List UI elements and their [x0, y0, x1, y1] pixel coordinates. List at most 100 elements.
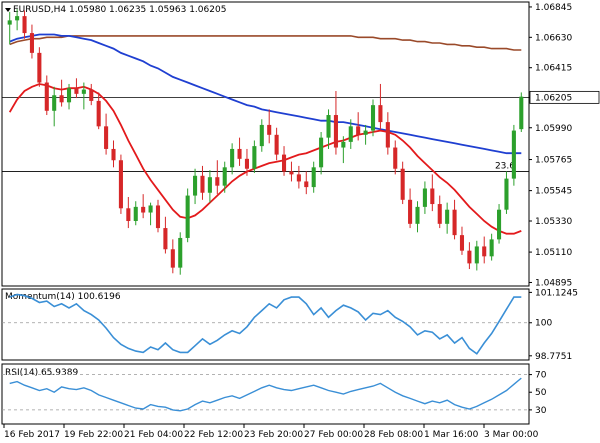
moving-average-lines	[8, 33, 522, 235]
price-axis: 1.06845 1.06630 1.06415 1.06205 1.05990 1.057…	[529, 3, 572, 288]
candle-body	[378, 105, 383, 123]
candle-body	[356, 126, 361, 135]
bear-candle	[141, 194, 146, 219]
candle-body	[66, 88, 72, 103]
candle-body	[311, 167, 316, 188]
candle-body	[319, 137, 324, 168]
bear-candle	[104, 113, 109, 155]
bear-candle	[200, 165, 205, 200]
momentum-tick-label: 100	[535, 319, 552, 329]
bear-candle	[289, 161, 294, 182]
bear-candle	[37, 47, 42, 87]
price-pane	[1, 1, 530, 287]
bear-candle	[385, 112, 390, 155]
bear-candle	[155, 199, 161, 233]
candle-body	[111, 148, 116, 161]
bear-candle	[400, 161, 405, 205]
candle-body	[244, 158, 250, 169]
time-tick-label: 1 Mar 16:00	[424, 430, 479, 440]
candle-body	[185, 195, 190, 238]
bear-candle	[163, 216, 168, 254]
chart-title: EURUSD,H4 1.05980 1.06235 1.05963 1.0620…	[13, 5, 226, 15]
candle-body	[29, 33, 34, 53]
time-tick-label: 3 Mar 00:00	[484, 430, 539, 440]
price-tick-label: 1.05990	[535, 124, 572, 134]
bear-candle	[393, 140, 398, 175]
price-pane-frame	[1, 1, 530, 287]
bear-candle	[237, 137, 242, 166]
time-tick-label: 19 Feb 22:00	[64, 430, 123, 440]
time-tick-label: 16 Feb 2017	[4, 430, 60, 440]
candle-body	[459, 235, 465, 251]
rsi-tick-label: 70	[535, 371, 547, 381]
candle-body	[296, 174, 301, 182]
ma-fast-line	[8, 83, 522, 235]
bull-candle	[319, 131, 324, 175]
bull-candle	[348, 119, 353, 149]
candle-body	[341, 141, 346, 148]
bear-candle	[430, 174, 435, 212]
bull-candle	[207, 170, 212, 203]
candle-body	[126, 208, 131, 222]
rsi-line	[9, 377, 522, 412]
bull-candle	[445, 202, 450, 234]
candle-body	[511, 130, 516, 179]
candle-body	[259, 124, 264, 147]
bear-candle	[170, 239, 175, 274]
candle-body	[200, 175, 205, 193]
bull-candle	[7, 11, 12, 45]
candle-body	[155, 205, 161, 229]
bull-candle	[311, 161, 316, 193]
current-price-label: 1.06205	[535, 93, 572, 103]
bull-candle	[222, 161, 227, 193]
price-tick-label: 1.05110	[535, 248, 572, 258]
time-axis: 16 Feb 2017 19 Feb 22:00 21 Feb 04:00 22 Fe…	[3, 424, 539, 440]
candle-body	[163, 228, 168, 250]
title-bar: EURUSD,H4 1.05980 1.06235 1.05963 1.0620…	[5, 5, 226, 15]
rsi-tick-label: 50	[535, 388, 547, 398]
candle-body	[170, 249, 175, 268]
candle-body	[252, 146, 257, 169]
candle-body	[445, 209, 450, 224]
bear-candle	[89, 83, 94, 106]
bull-candle	[415, 201, 420, 233]
candle-body	[519, 96, 524, 130]
bull-candle	[489, 233, 494, 261]
candle-body	[193, 175, 198, 196]
bear-candle	[274, 127, 279, 161]
bull-candle	[474, 240, 479, 271]
bear-candle	[29, 24, 34, 59]
candle-body	[237, 148, 242, 159]
bear-candle	[304, 171, 309, 195]
bear-candle	[244, 148, 250, 176]
rsi-axis: 70 50 30	[2, 371, 547, 416]
candle-body	[333, 115, 338, 148]
bear-candle	[408, 188, 413, 229]
rsi-label: RSI(14) 65.9389	[5, 368, 78, 378]
bear-candle	[467, 242, 472, 270]
candle-body	[267, 124, 272, 135]
price-tick-label: 1.06630	[535, 33, 572, 43]
candle-body	[15, 16, 20, 21]
time-tick-label: 21 Feb 04:00	[124, 430, 183, 440]
dropdown-triangle-icon[interactable]	[5, 8, 11, 12]
price-tick-label: 1.06845	[535, 3, 572, 13]
candle-body	[141, 206, 146, 213]
rsi-series	[9, 377, 522, 412]
candle-body	[482, 246, 487, 257]
candle-body	[393, 147, 398, 169]
bull-candle	[504, 171, 509, 214]
bull-candle	[422, 181, 427, 214]
bear-candle	[356, 112, 361, 141]
candle-body	[89, 89, 94, 101]
momentum-series	[9, 293, 522, 355]
bull-candle	[259, 119, 264, 152]
price-tick-label: 1.05545	[535, 187, 572, 197]
candle-body	[437, 204, 442, 224]
candle-body	[452, 209, 457, 236]
time-tick-label: 27 Feb 00:00	[304, 430, 363, 440]
bull-candle	[81, 82, 86, 110]
candle-body	[222, 167, 227, 186]
